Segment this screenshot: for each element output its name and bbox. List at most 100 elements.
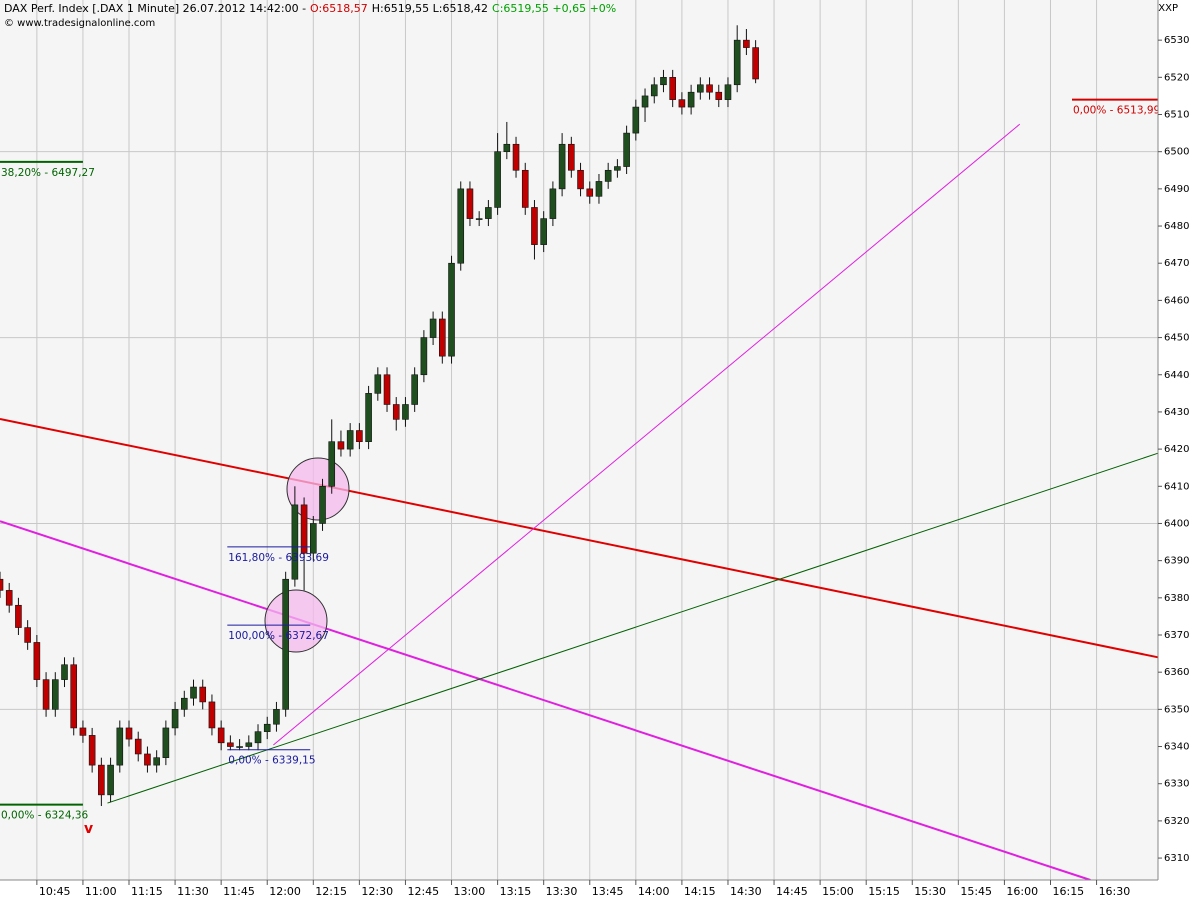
level-label: 0,00% - 6324,36 [1,810,89,822]
open-value: O:6518,57 [310,2,368,15]
candle-body [439,318,446,357]
level-label: 0,00% - 6339,15 [228,755,315,767]
x-tick-label: 11:00 [85,885,117,898]
candle-body [485,207,492,219]
y-tick-label: 6510 [1164,110,1189,121]
candle-body [475,218,483,220]
candle-body [346,430,354,450]
x-tick-label: 12:30 [361,885,393,898]
x-tick-label: 16:30 [1099,885,1131,898]
x-tick-label: 11:15 [131,885,163,898]
candle-body [190,686,197,699]
y-tick-label: 6380 [1164,593,1189,604]
grid [0,0,1158,880]
y-tick-label: 6480 [1164,221,1189,232]
candle-body [116,727,124,766]
candles [0,25,759,807]
y-tick-label: 6330 [1164,779,1189,790]
level-label: 100,00% - 6372,67 [228,630,329,642]
candle-body [0,578,4,591]
candle-body [494,151,501,208]
y-tick-label: 6400 [1164,518,1189,529]
trendline [0,520,1091,881]
candle-body [162,727,170,758]
y-tick-label: 6530 [1164,35,1189,46]
x-axis-panel [0,880,1200,900]
y-tick-label: 6470 [1164,258,1189,269]
candle-body [282,578,289,710]
candle-body [88,735,96,766]
candle-body [98,764,105,796]
y-tick-label: 6310 [1164,853,1189,864]
candle-body [512,143,520,171]
candle-body [144,753,151,766]
x-tick-label: 13:00 [454,885,486,898]
candle-body [632,106,640,134]
candle-body [61,664,68,680]
x-tick-label: 14:15 [684,885,716,898]
candle-body [448,262,455,357]
symbol: XXP [1158,3,1178,14]
candle-body [227,742,234,747]
signal-marker: v [84,821,93,837]
trendlines [0,123,1159,881]
close-value: C:6519,55 +0,65 +0% [492,2,617,15]
y-tick-label: 6410 [1164,481,1189,492]
x-tick-label: 12:45 [407,885,439,898]
candle-body [457,188,465,264]
plot-area [0,0,1158,880]
level-label: 38,20% - 6497,27 [1,167,95,179]
candle-body [743,39,750,48]
candle-body [5,590,13,606]
candle-body [724,84,732,100]
candle-body [217,727,225,744]
x-tick-label: 13:45 [592,885,624,898]
candle-body [199,686,207,703]
y-tick-label: 6350 [1164,704,1189,715]
x-tick-label: 12:15 [315,885,347,898]
y-tick-label: 6490 [1164,184,1189,195]
candle-body [125,727,133,740]
candle-body [669,77,676,100]
candle-body [577,169,584,190]
x-tick-label: 10:45 [39,885,71,898]
candle-body [328,441,336,487]
x-tick-label: 15:15 [868,885,900,898]
candle-body [392,404,400,420]
x-tick-label: 15:30 [914,885,946,898]
x-tick-label: 12:00 [269,885,301,898]
y-tick-label: 6450 [1164,333,1189,344]
y-axis-panel [1158,0,1200,900]
candle-body [236,746,243,748]
x-tick-label: 14:30 [730,885,762,898]
trendline [273,123,1021,746]
candle-body [641,95,649,108]
x-tick-label: 14:00 [638,885,670,898]
high-low: H:6519,55 L:6518,42 [371,2,489,15]
y-tick-label: 6370 [1164,630,1189,641]
candle-body [678,99,686,108]
y-tick-label: 6430 [1164,407,1189,418]
candle-body [33,642,41,680]
y-tick-label: 6320 [1164,816,1189,827]
candle-body [568,143,575,171]
title: DAX Perf. Index [.DAX 1 Minute] 26.07.20… [4,2,307,15]
candle-body [300,504,308,554]
level-label: 161,80% - 6393,69 [228,552,329,564]
x-tick-label: 15:45 [960,885,992,898]
candle-body [650,84,658,97]
candle-body [604,169,612,182]
y-tick-label: 6440 [1164,370,1189,381]
x-tick-label: 11:45 [223,885,255,898]
candle-body [134,738,142,755]
candle-body [586,188,594,197]
candle-body [208,701,216,729]
highlight-circle [264,589,328,653]
candle-body [687,91,695,108]
candle-body [107,764,114,796]
candle-body [337,441,345,450]
candle-body [180,697,188,710]
candle-body [24,627,31,643]
candle-body [79,727,87,736]
